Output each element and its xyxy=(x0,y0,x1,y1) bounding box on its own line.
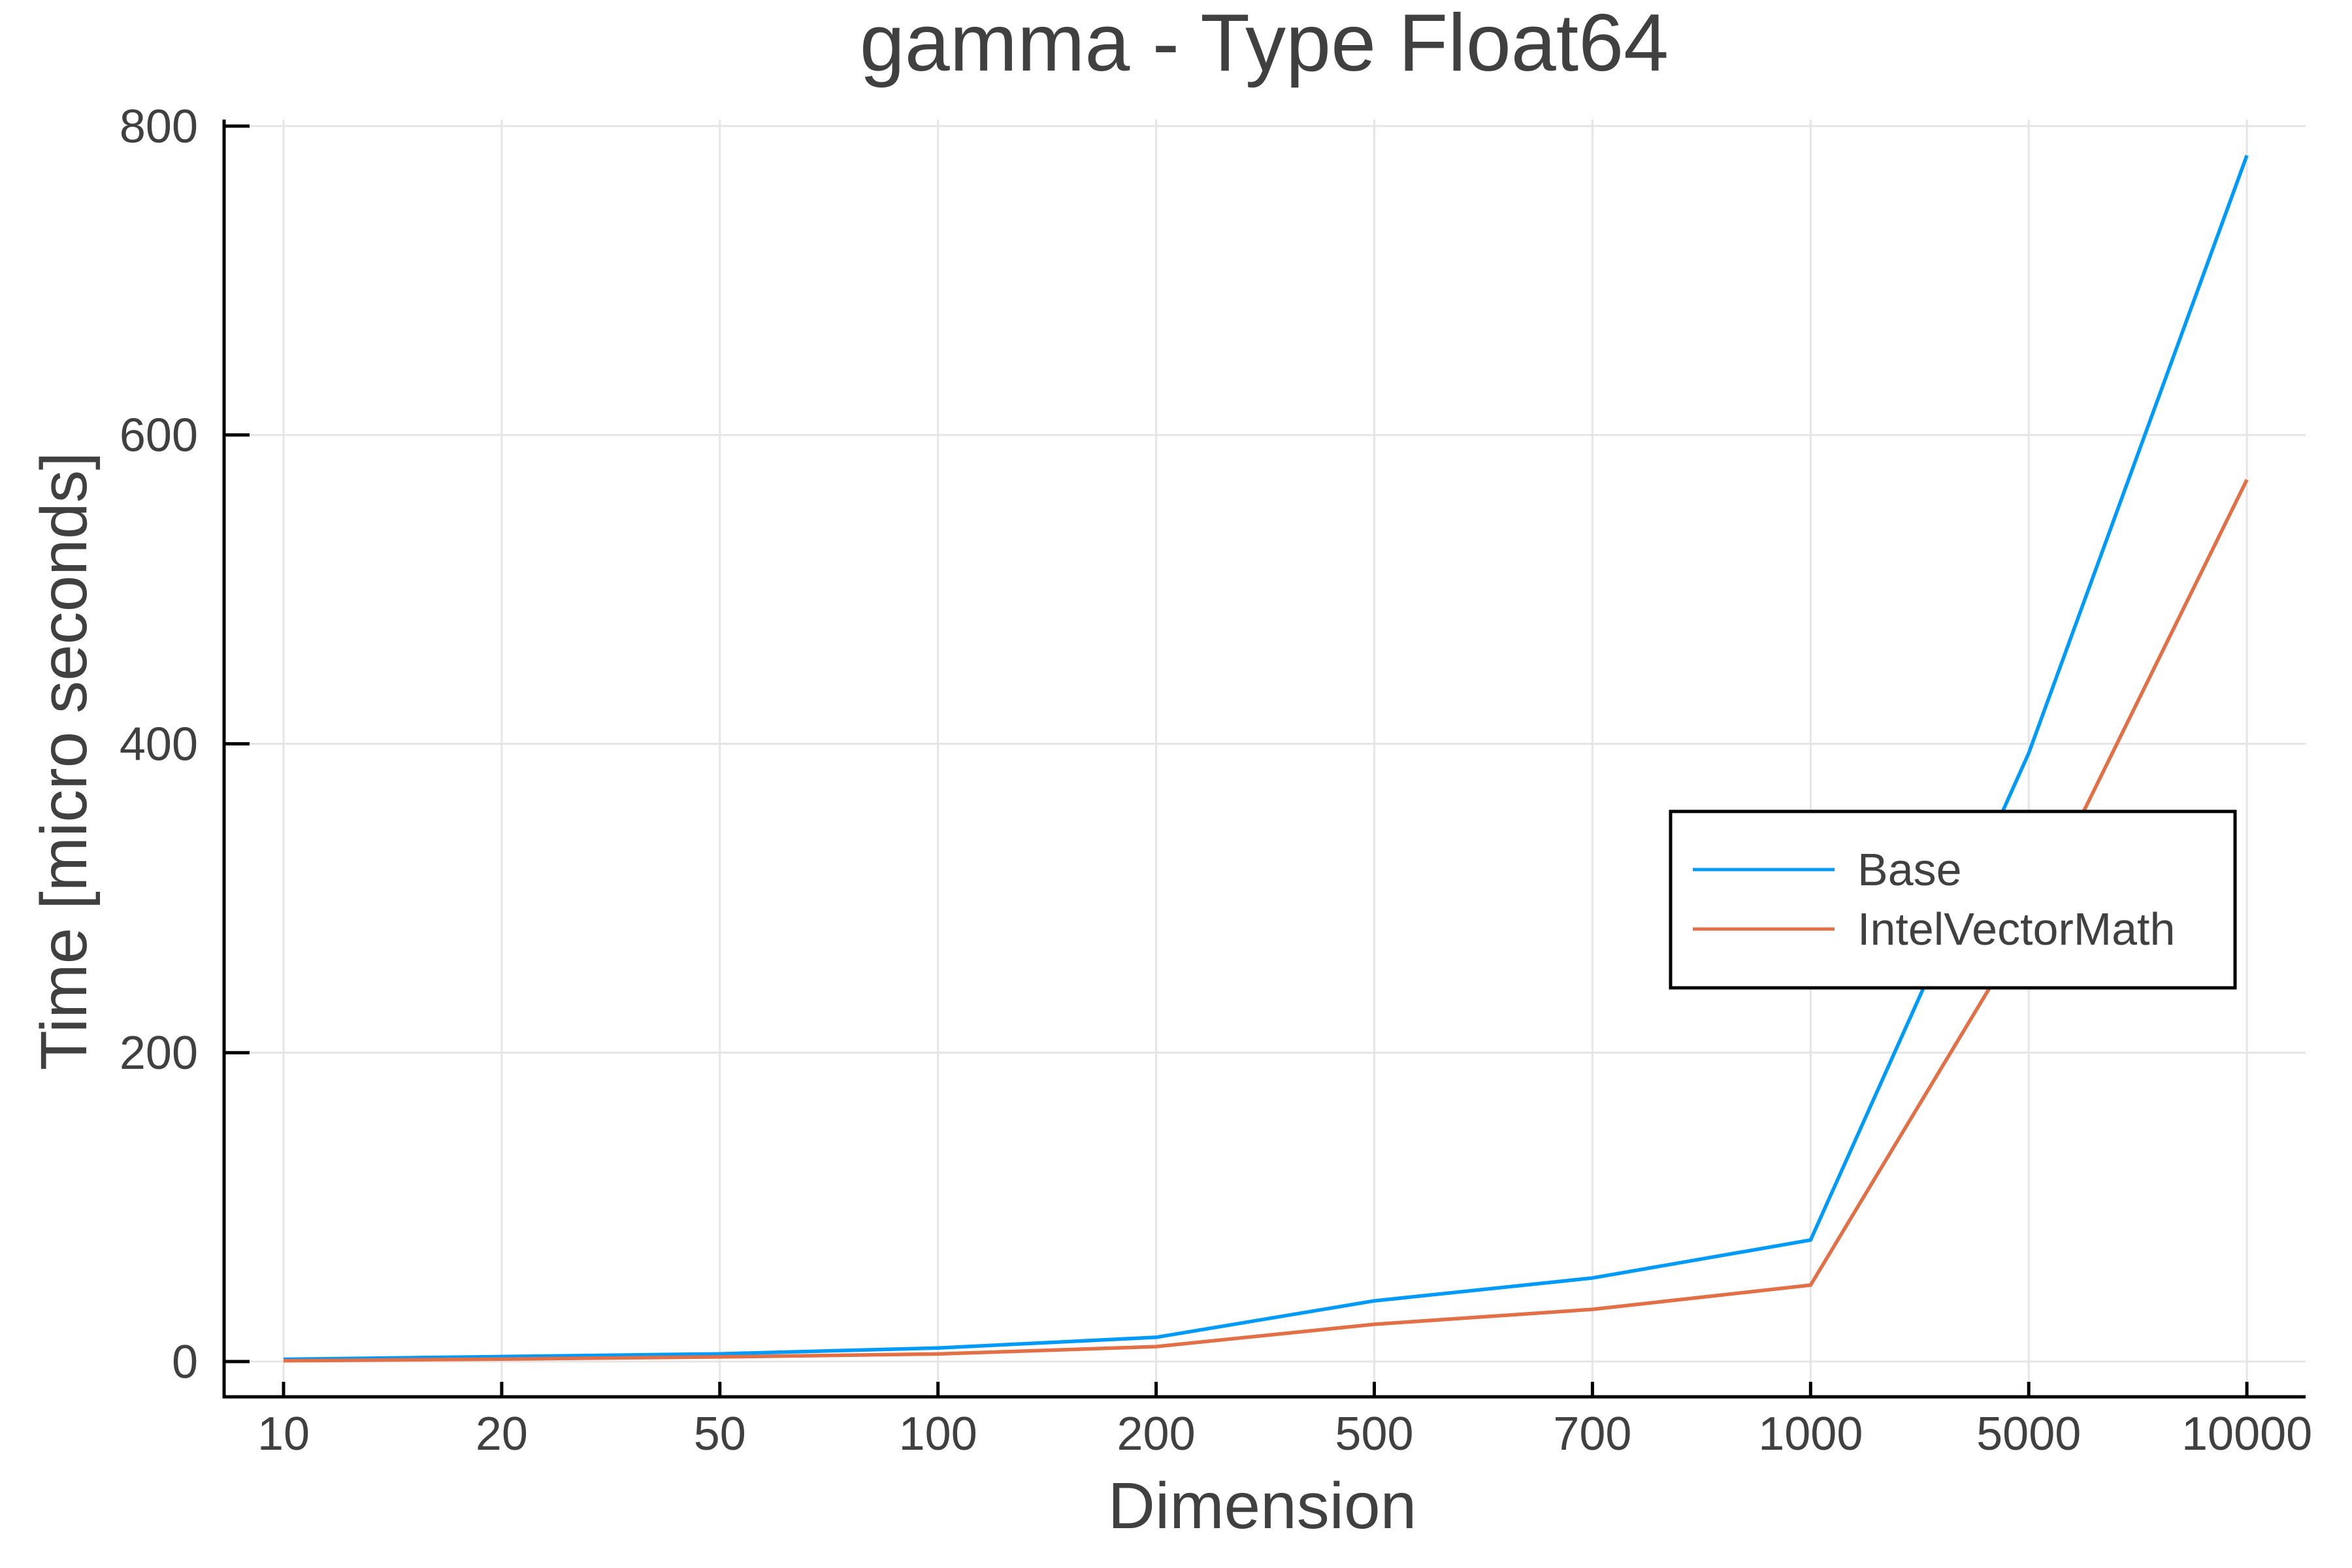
x-tick-label: 20 xyxy=(476,1408,528,1460)
x-tick-label: 10 xyxy=(257,1408,310,1460)
y-tick-label: 0 xyxy=(172,1336,198,1388)
y-tick-label: 200 xyxy=(120,1027,198,1079)
x-tick-label: 200 xyxy=(1117,1408,1196,1460)
y-axis-label: Time [micro seconds] xyxy=(27,452,101,1071)
series-line-base xyxy=(283,154,2249,1362)
x-tick-label: 5000 xyxy=(1976,1408,2081,1460)
legend-label-base: Base xyxy=(1857,844,1962,895)
grid-lines xyxy=(224,120,2306,1397)
x-tick-label: 500 xyxy=(1335,1408,1413,1460)
legend-label-intelvectormath: IntelVectorMath xyxy=(1857,904,2175,955)
y-tick-label: 400 xyxy=(120,718,198,770)
y-tick-label: 800 xyxy=(120,101,198,153)
x-tick-label: 50 xyxy=(694,1408,746,1460)
x-axis-label: Dimension xyxy=(1108,1469,1416,1543)
x-tick-label: 700 xyxy=(1553,1408,1631,1460)
chart-title: gamma - Type Float64 xyxy=(860,0,1669,88)
y-tick-label: 600 xyxy=(120,410,198,462)
x-axis-ticks: 10 20 50 100 200 500 700 1000 5000 10000 xyxy=(257,1382,2312,1460)
x-tick-label: 100 xyxy=(899,1408,977,1460)
legend-box xyxy=(1669,809,2237,990)
x-tick-label: 1000 xyxy=(1758,1408,1863,1460)
legend: Base IntelVectorMath xyxy=(1669,809,2237,990)
series-line-intelvectormath xyxy=(283,479,2249,1363)
y-axis-ticks: 0 200 400 600 800 xyxy=(120,101,250,1388)
series-lines xyxy=(283,154,2249,1363)
x-tick-label: 10000 xyxy=(2181,1408,2312,1460)
axes xyxy=(222,120,2306,1399)
